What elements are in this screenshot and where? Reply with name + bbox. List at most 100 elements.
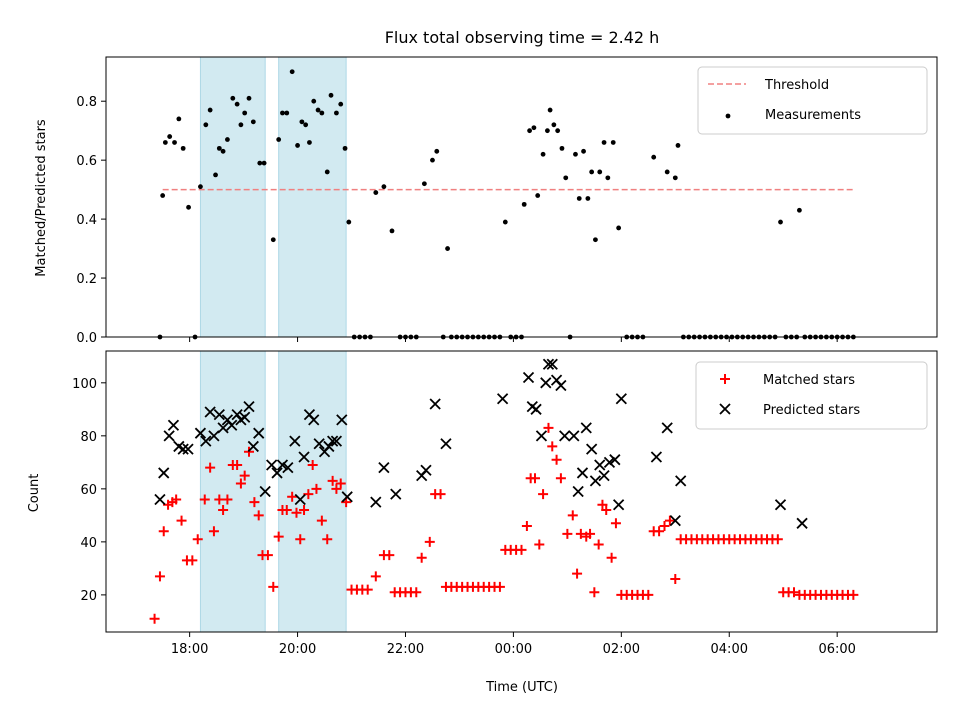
matched-star-point (601, 505, 612, 516)
measurement-point (531, 125, 537, 131)
matched-star-point (176, 515, 187, 526)
predicted-star-point (540, 377, 552, 389)
bottom-y-axis-label: Count (27, 474, 42, 513)
measurement-point (213, 172, 218, 178)
predicted-star-point (598, 469, 610, 482)
measurement-point (289, 69, 295, 75)
y-tick-label: 100 (72, 377, 97, 392)
predicted-star-point (182, 443, 194, 455)
measurement-point (203, 122, 209, 128)
x-tick-label: 04:00 (711, 642, 748, 657)
predicted-star-point (289, 435, 301, 447)
predicted-star-point (612, 499, 625, 511)
predicted-star-point (559, 430, 571, 442)
measurement-point (778, 219, 783, 225)
measurement-point (573, 151, 578, 157)
shaded-interval (199, 56, 266, 338)
predicted-star-point (370, 496, 382, 508)
measurement-point (651, 154, 657, 160)
y-tick-label: 0.6 (76, 154, 97, 169)
predicted-star-point (326, 435, 339, 447)
matched-star-point (572, 568, 583, 579)
x-axis-label: Time (UTC) (485, 680, 558, 695)
predicted-star-point (259, 485, 271, 498)
predicted-star-point (154, 493, 166, 506)
matched-star-point (249, 497, 260, 508)
measurement-point (585, 196, 591, 201)
matched-star-point (192, 534, 203, 545)
legend-box (695, 361, 928, 430)
predicted-star-point (243, 401, 255, 413)
measurement-point (242, 110, 248, 116)
measurement-point (230, 95, 236, 101)
measurement-point (234, 101, 240, 107)
y-tick-label: 80 (80, 430, 97, 445)
legend-entry-label: Threshold (764, 78, 829, 93)
measurement-point (342, 145, 348, 151)
measurement-point (521, 201, 527, 207)
measurement-point (216, 145, 222, 151)
measurement-point (284, 110, 290, 116)
matched-star-point (670, 573, 681, 584)
measurement-point (589, 169, 595, 175)
measurement-point (346, 219, 352, 225)
matched-star-point (562, 528, 573, 539)
predicted-star-point (239, 411, 251, 423)
top-panel: 0.0 0.2 0.4 0.6 0.8 Threshold Measurements (76, 56, 938, 346)
measurement-point (162, 140, 168, 145)
predicted-star-point (163, 430, 175, 442)
measurement-point (381, 184, 387, 190)
measurement-point (328, 92, 334, 98)
measurement-point (559, 145, 565, 151)
predicted-star-point (308, 414, 320, 426)
matched-star-point (643, 589, 654, 600)
matched-star-point (384, 550, 395, 561)
predicted-star-point (546, 358, 558, 370)
predicted-star-point (535, 430, 548, 442)
y-tick-label: 0.4 (76, 213, 97, 228)
y-tick-label: 0.2 (76, 272, 97, 287)
measurement-point (276, 137, 282, 142)
x-tick-label: 00:00 (495, 642, 532, 657)
matched-star-point (362, 584, 373, 595)
matched-star-point (187, 555, 198, 566)
measurement-point (270, 237, 276, 243)
predicted-star-point (594, 459, 606, 471)
matched-star-point (555, 473, 566, 484)
y-tick-label: 40 (80, 536, 97, 551)
measurement-point (207, 107, 213, 113)
measurement-point (581, 148, 586, 154)
measurement-point (167, 134, 173, 139)
predicted-star-point (213, 408, 225, 421)
matched-star-point (575, 528, 586, 539)
matched-star-point (154, 571, 165, 582)
predicted-star-point (226, 419, 238, 431)
predicted-star-point (158, 467, 170, 479)
predicted-star-point (496, 393, 509, 405)
predicted-star-point (200, 435, 212, 447)
matched-star-point (494, 581, 505, 592)
x-tick-label: 20:00 (279, 642, 316, 657)
predicted-star-point (555, 379, 567, 392)
measurement-point (672, 175, 678, 181)
measurement-point (576, 196, 582, 201)
matched-star-point (281, 505, 292, 516)
matched-star-point (664, 515, 675, 526)
matched-star-point (416, 552, 427, 563)
measurement-point (535, 193, 541, 198)
measurement-point (198, 184, 203, 190)
matched-star-point (534, 539, 545, 550)
predicted-star-point (675, 475, 687, 487)
predicted-star-point (568, 430, 580, 442)
predicted-star-point (542, 358, 555, 370)
predicted-star-point (390, 488, 402, 500)
matched-star-point (322, 534, 333, 545)
predicted-star-point (420, 464, 432, 476)
matched-star-point (597, 499, 608, 510)
matched-star-point (606, 552, 617, 563)
measurement-point (246, 95, 252, 101)
measurement-point (303, 122, 309, 128)
measurement-point (172, 140, 177, 145)
x-tick-label: 02:00 (603, 642, 640, 657)
matched-star-point (311, 483, 322, 494)
